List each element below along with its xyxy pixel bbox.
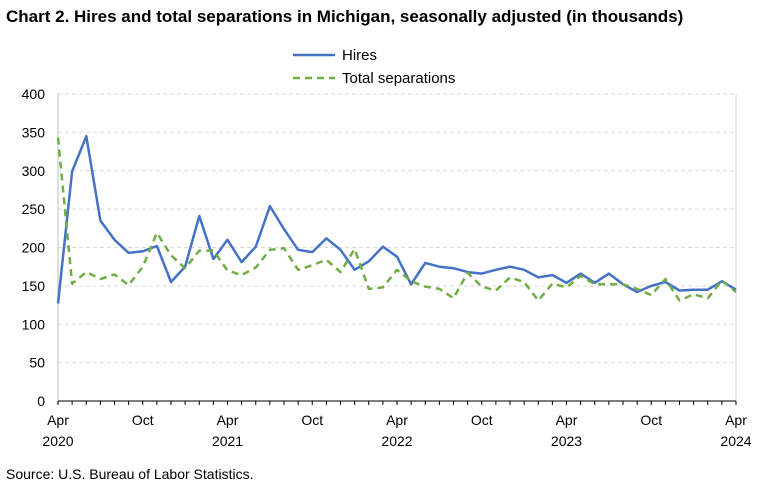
axis-layer: 0 50 100 150 200 250 300 350 400 Apr 2020 Oct Apr 202… (22, 86, 752, 449)
grid-layer (58, 93, 736, 364)
y-tick-label-350: 350 (22, 124, 46, 140)
y-tick-label-150: 150 (22, 278, 46, 294)
x-tick-label-month-12: Apr (217, 412, 239, 428)
x-tick-label-year-2023: 2023 (551, 433, 582, 449)
x-tick-label-year-2021: 2021 (212, 433, 243, 449)
y-tick-label-400: 400 (22, 86, 46, 102)
x-tick-label-year-2022: 2022 (381, 433, 412, 449)
source-note: Source: U.S. Bureau of Labor Statistics. (6, 466, 254, 482)
x-tick-label-year-2024: 2024 (720, 433, 751, 449)
x-tick-label-month-24: Apr (386, 412, 408, 428)
y-tick-label-200: 200 (22, 240, 46, 256)
y-tick-label-50: 50 (29, 355, 45, 371)
x-tick-label-month-6: Oct (132, 412, 154, 428)
x-tick-label-month-0: Apr (47, 412, 69, 428)
x-tick-label-month-30: Oct (471, 412, 493, 428)
y-tick-label-300: 300 (22, 163, 46, 179)
legend-label-total-separations: Total separations (342, 70, 455, 87)
series-line-hires (56, 134, 737, 304)
chart-title: Chart 2. Hires and total separations in … (6, 7, 684, 26)
series-layer (56, 134, 737, 304)
x-tick-label-month-18: Oct (301, 412, 323, 428)
y-tick-label-250: 250 (22, 201, 46, 217)
x-tick-label-month-42: Oct (640, 412, 662, 428)
series-line-total-separations (56, 137, 737, 302)
legend-label-hires: Hires (342, 47, 377, 64)
x-tick-label-month-48: Apr (725, 412, 747, 428)
y-tick-label-100: 100 (22, 316, 46, 332)
x-tick-label-year-2020: 2020 (42, 433, 73, 449)
legend: Hires Total separations (293, 47, 455, 87)
x-tick-label-month-36: Apr (556, 412, 578, 428)
y-tick-label-0: 0 (37, 393, 45, 409)
